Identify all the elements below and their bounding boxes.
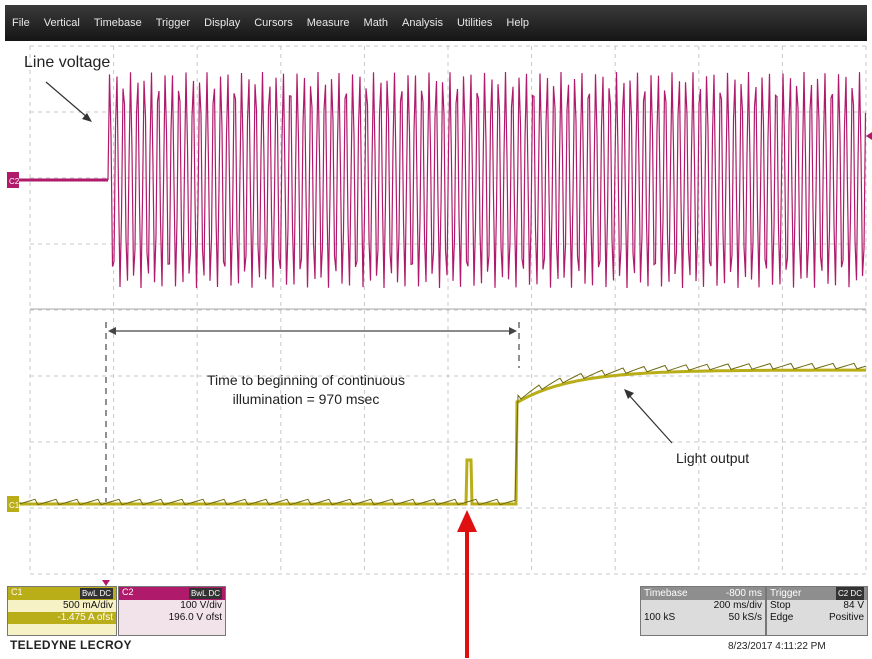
pointer-arrow-head [457, 510, 477, 532]
menu-vertical[interactable]: Vertical [43, 17, 80, 29]
menu-bar: File Vertical Timebase Trigger Display Cursor… [5, 5, 867, 41]
menu-utilities[interactable]: Utilities [456, 17, 493, 29]
c2-trace [16, 71, 867, 289]
trigger-level: 84 V [843, 600, 864, 611]
timebase-row-2: 100 kS 50 kS/s [641, 612, 765, 624]
trigger-position-marker [102, 580, 110, 586]
menu-analysis[interactable]: Analysis [402, 17, 443, 29]
c2-descriptor[interactable]: C2 BwL DC 100 V/div 196.0 V ofst [118, 586, 226, 636]
time-span-arrowhead-left [108, 327, 116, 335]
trigger-mode: Stop [770, 600, 791, 611]
c1-marker-label: C1 [9, 501, 20, 510]
menu-display[interactable]: Display [204, 17, 241, 29]
menu-math[interactable]: Math [363, 17, 388, 29]
c1-descriptor-header: C1 BwL DC [8, 587, 116, 600]
menu-cursors[interactable]: Cursors [254, 17, 293, 29]
time-span-arrowhead-right [509, 327, 517, 335]
timebase-samples: 100 kS [644, 612, 676, 623]
c2-coupling-badge: BwL DC [188, 588, 222, 599]
c1-ground-marker [7, 496, 19, 512]
c1-coupling-badge: BwL DC [79, 588, 113, 599]
trigger-header: Trigger C2 DC [767, 587, 867, 600]
c2-waveform [107, 71, 867, 289]
line-voltage-label: Line voltage [24, 54, 110, 71]
menu-timebase[interactable]: Timebase [93, 17, 142, 29]
timebase-header: Timebase -800 ms [641, 587, 765, 600]
c1-offset: -1.475 A ofst [8, 612, 116, 624]
time-span-label-line2: illumination = 970 msec [233, 391, 380, 407]
light-output-arrowhead [624, 389, 634, 399]
trigger-row-1: Stop 84 V [767, 600, 867, 612]
line-voltage-arrowhead [82, 113, 92, 122]
trigger-descriptor[interactable]: Trigger C2 DC Stop 84 V Edge Positive [766, 586, 868, 636]
trigger-row-2: Edge Positive [767, 612, 867, 624]
light-output-arrow [627, 393, 673, 444]
trigger-type: Edge [770, 612, 794, 623]
c1-scale: 500 mA/div [62, 600, 113, 611]
c2-descriptor-label: C2 [122, 587, 134, 597]
brand-logo: TELEDYNE LECROY [10, 638, 132, 652]
menu-help[interactable]: Help [506, 17, 530, 29]
c1-descriptor-label: C1 [11, 587, 23, 597]
c2-marker-label: C2 [9, 177, 20, 186]
c1-noise [19, 362, 867, 506]
timebase-rate: 50 kS/s [728, 612, 762, 623]
c1-waveform [20, 368, 866, 506]
time-span-label-line1: Time to beginning of continuous [207, 372, 405, 388]
c1-trace [19, 362, 867, 506]
trigger-source-badge: C2 DC [835, 587, 864, 600]
trigger-slope: Positive [828, 612, 864, 623]
c2-offset: 196.0 V ofst [168, 612, 222, 623]
trigger-label: Trigger [770, 588, 802, 599]
c2-scale: 100 V/div [180, 600, 222, 611]
c2-descriptor-header: C2 BwL DC [119, 587, 225, 600]
c1-descriptor[interactable]: C1 BwL DC 500 mA/div -1.475 A ofst [7, 586, 117, 636]
timebase-descriptor[interactable]: Timebase -800 ms 200 ms/div 100 kS 50 kS… [640, 586, 766, 636]
timebase-per-div: 200 ms/div [713, 600, 762, 611]
c2-ground-marker [7, 172, 19, 188]
timebase-row-1: 200 ms/div [641, 600, 765, 612]
timestamp: 8/23/2017 4:11:22 PM [728, 641, 826, 652]
menu-trigger[interactable]: Trigger [155, 17, 191, 29]
menu-file[interactable]: File [12, 17, 30, 29]
c2-level-marker [866, 132, 872, 140]
menu-measure[interactable]: Measure [306, 17, 350, 29]
line-voltage-arrow [45, 81, 89, 119]
light-output-label: Light output [676, 450, 749, 466]
timebase-label: Timebase [644, 588, 688, 599]
timebase-delay: -800 ms [725, 588, 762, 599]
